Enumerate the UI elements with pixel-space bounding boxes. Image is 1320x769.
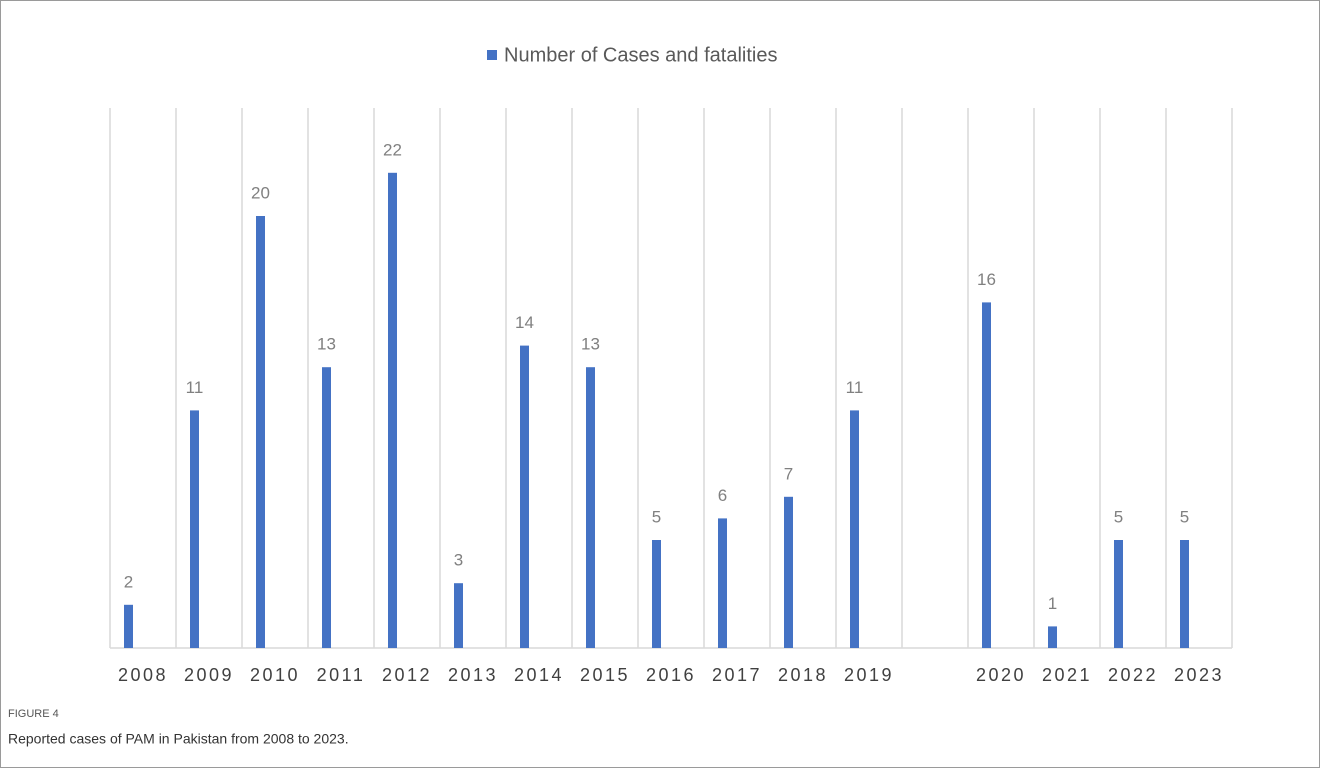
bar (124, 604, 133, 648)
data-label: 2 (124, 572, 133, 591)
bar (1114, 540, 1123, 648)
data-label: 11 (186, 378, 204, 397)
legend-label: Number of Cases and fatalities (504, 44, 777, 66)
x-tick-label: 2023 (1174, 665, 1224, 685)
x-tick-label: 2011 (317, 665, 366, 685)
x-tick-label: 2021 (1042, 665, 1092, 685)
data-label: 20 (251, 183, 270, 202)
bar (256, 216, 265, 648)
x-tick-label: 2017 (712, 665, 762, 685)
x-tick-label: 2009 (184, 665, 234, 685)
bar (652, 540, 661, 648)
data-label: 13 (581, 335, 600, 354)
figure-label: FIGURE 4 (8, 708, 59, 720)
data-label: 5 (652, 507, 661, 526)
bar (982, 302, 991, 648)
x-tick-label: 2020 (976, 665, 1026, 685)
data-label: 5 (1180, 507, 1189, 526)
caption: Reported cases of PAM in Pakistan from 2… (8, 731, 349, 747)
data-label: 11 (846, 378, 864, 397)
data-label: 5 (1114, 507, 1123, 526)
x-tick-label: 2022 (1108, 665, 1158, 685)
x-tick-label: 2014 (514, 665, 564, 685)
data-label: 3 (454, 551, 463, 570)
legend-swatch (487, 50, 497, 60)
x-tick-label: 2010 (250, 665, 300, 685)
x-tick-label: 2015 (580, 665, 630, 685)
x-tick-label: 2016 (646, 665, 696, 685)
data-label: 1 (1048, 594, 1057, 613)
bar (718, 518, 727, 648)
bar (586, 367, 595, 648)
bar (520, 345, 529, 648)
data-label: 6 (718, 486, 727, 505)
data-label: 22 (383, 140, 402, 159)
data-label: 16 (977, 270, 996, 289)
data-label: 14 (515, 313, 534, 332)
bar (322, 367, 331, 648)
x-tick-label: 2013 (448, 665, 498, 685)
bar (454, 583, 463, 648)
data-label: 7 (784, 464, 793, 483)
bar (1048, 626, 1057, 648)
x-tick-label: 2012 (382, 665, 432, 685)
x-tick-label: 2008 (118, 665, 168, 685)
bar (1180, 540, 1189, 648)
bar (850, 410, 859, 648)
x-tick-label: 2019 (844, 665, 894, 685)
bar (784, 496, 793, 648)
bar (190, 410, 199, 648)
data-label: 13 (317, 335, 336, 354)
bar (388, 172, 397, 649)
x-tick-label: 2018 (778, 665, 828, 685)
